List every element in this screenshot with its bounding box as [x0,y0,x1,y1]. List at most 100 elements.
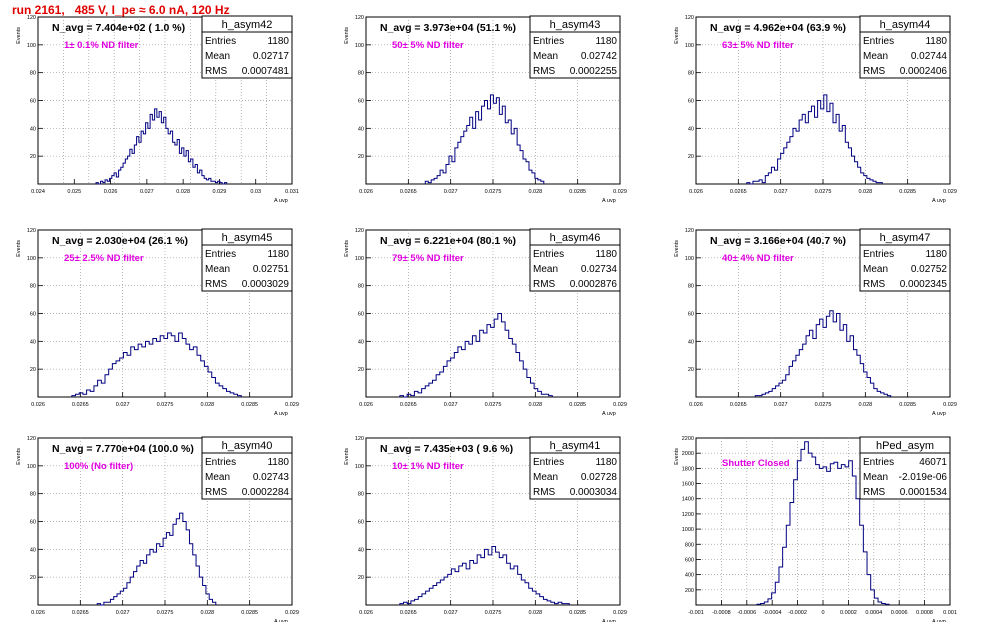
x-tick-label: 0.0275 [815,189,832,195]
x-tick-label: -0.001 [688,610,704,616]
y-axis-label: Events [344,448,350,465]
filter-note: 79± 5% ND filter [392,253,464,264]
y-tick-label: 80 [30,492,36,498]
histogram-line [756,441,890,605]
x-tick-label: 0.028 [200,610,214,616]
stats-value: 1180 [925,36,947,47]
stats-label: RMS [205,487,228,498]
panel-h_asym42: 20 40 60 80 100 120 0.024 0.025 0.026 0.027 0.028 0… [16,15,299,204]
stats-value: -2.019e-06 [899,472,948,483]
y-tick-label: 100 [355,464,364,470]
x-tick-label: 0.028 [176,189,190,195]
x-tick-label: 0.027 [444,402,458,408]
stats-value: 0.0002255 [570,66,618,77]
x-tick-label: 0.0285 [569,402,586,408]
x-tick-label: 0.0285 [899,402,916,408]
y-tick-label: 60 [358,312,364,318]
stats-label: Mean [533,472,558,483]
x-tick-label: 0.027 [774,189,788,195]
y-tick-label: 200 [685,588,694,594]
y-tick-label: 20 [688,154,694,160]
x-tick-label: 0.0285 [241,610,258,616]
x-tick-label: 0.026 [689,402,703,408]
x-axis-label: A uvp [932,411,946,417]
y-tick-label: 80 [30,284,36,290]
y-tick-label: 60 [30,99,36,105]
x-tick-label: 0.03 [250,189,261,195]
filter-note: 10± 1% ND filter [392,461,464,472]
y-tick-label: 20 [358,575,364,581]
stats-value: 0.02751 [253,264,290,275]
x-axis-label: A uvp [274,619,288,622]
y-tick-label: 1000 [682,527,694,533]
panel-hPed_asym: 200 400 600 800 1000 1200 1400 1600 1800 2000 2200… [674,436,957,622]
histogram-line [399,546,570,605]
panel-h_asym40: 20 40 60 80 100 120 0.026 0.0265 0.027 0.0275 0.02… [16,436,299,622]
stats-label: Mean [533,264,558,275]
x-tick-label: 0.0285 [899,189,916,195]
histogram-line [754,310,892,397]
histogram-name: h_asym42 [222,19,273,31]
panel-h_asym41: 20 40 60 80 100 120 0.026 0.0265 0.027 0.0275 0.02… [344,436,627,622]
panel-h_asym45: 20 40 60 80 100 120 0.026 0.0265 0.027 0.0275 0.02… [16,228,299,417]
y-tick-label: 100 [355,256,364,262]
x-tick-label: 0.028 [528,402,542,408]
x-tick-label: 0.0285 [569,610,586,616]
y-tick-label: 80 [358,284,364,290]
stats-label: RMS [863,487,886,498]
y-axis-label: Events [16,240,22,257]
stats-value: 0.0003034 [570,487,618,498]
x-tick-label: 0.0006 [891,610,908,616]
panel-h_asym43: 20 40 60 80 100 120 0.026 0.0265 0.027 0.0275 0.02… [344,15,627,204]
stats-box [859,436,951,500]
y-tick-label: 80 [688,284,694,290]
y-tick-label: 80 [30,71,36,77]
histogram-name: h_asym44 [880,19,931,31]
filter-note: 100% (No filter) [64,461,133,472]
x-tick-label: 0.0265 [400,189,417,195]
y-tick-label: 100 [685,43,694,49]
x-tick-label: 0.0275 [485,189,502,195]
y-tick-label: 40 [358,339,364,345]
x-tick-label: 0.027 [140,189,154,195]
stats-value: 0.02742 [581,51,618,62]
stats-label: Mean [863,51,888,62]
navg-label: N_avg = 7.404e+02 ( 1.0 %) [52,22,185,34]
x-axis-label: A uvp [602,411,616,417]
y-tick-label: 60 [30,312,36,318]
x-tick-label: 0.0004 [865,610,882,616]
y-tick-label: 80 [688,71,694,77]
stats-box [859,228,951,292]
stats-box [529,436,621,500]
x-tick-label: 0.028 [200,402,214,408]
y-tick-label: 120 [355,436,364,442]
x-tick-label: 0 [821,610,824,616]
x-axis-label: A uvp [602,619,616,622]
y-tick-label: 60 [688,99,694,105]
y-tick-label: 120 [27,228,36,234]
stats-box [529,15,621,79]
y-tick-label: 20 [30,367,36,373]
x-tick-label: 0.027 [116,610,130,616]
y-tick-label: 1400 [682,497,694,503]
stats-value: 0.02752 [911,264,948,275]
x-tick-label: 0.0285 [241,402,258,408]
stats-label: Entries [863,249,894,260]
stats-value: 0.02744 [911,51,948,62]
x-tick-label: 0.026 [689,189,703,195]
stats-label: RMS [533,487,556,498]
stats-value: 0.0002284 [242,487,290,498]
histogram-line [96,512,217,606]
run-title: run 2161, 485 V, I_pe ≈ 6.0 nA, 120 Hz [12,3,230,17]
stats-label: Mean [863,472,888,483]
y-axis-label: Events [16,27,22,44]
x-tick-label: 0.028 [858,189,872,195]
y-tick-label: 1800 [682,466,694,472]
x-tick-label: 0.026 [359,610,373,616]
stats-value: 0.0003029 [242,279,290,290]
y-tick-label: 120 [27,436,36,442]
histogram-name: h_asym41 [550,440,601,452]
stats-label: RMS [205,279,228,290]
navg-label: N_avg = 7.770e+04 (100.0 %) [52,443,194,455]
stats-value: 1180 [595,36,617,47]
